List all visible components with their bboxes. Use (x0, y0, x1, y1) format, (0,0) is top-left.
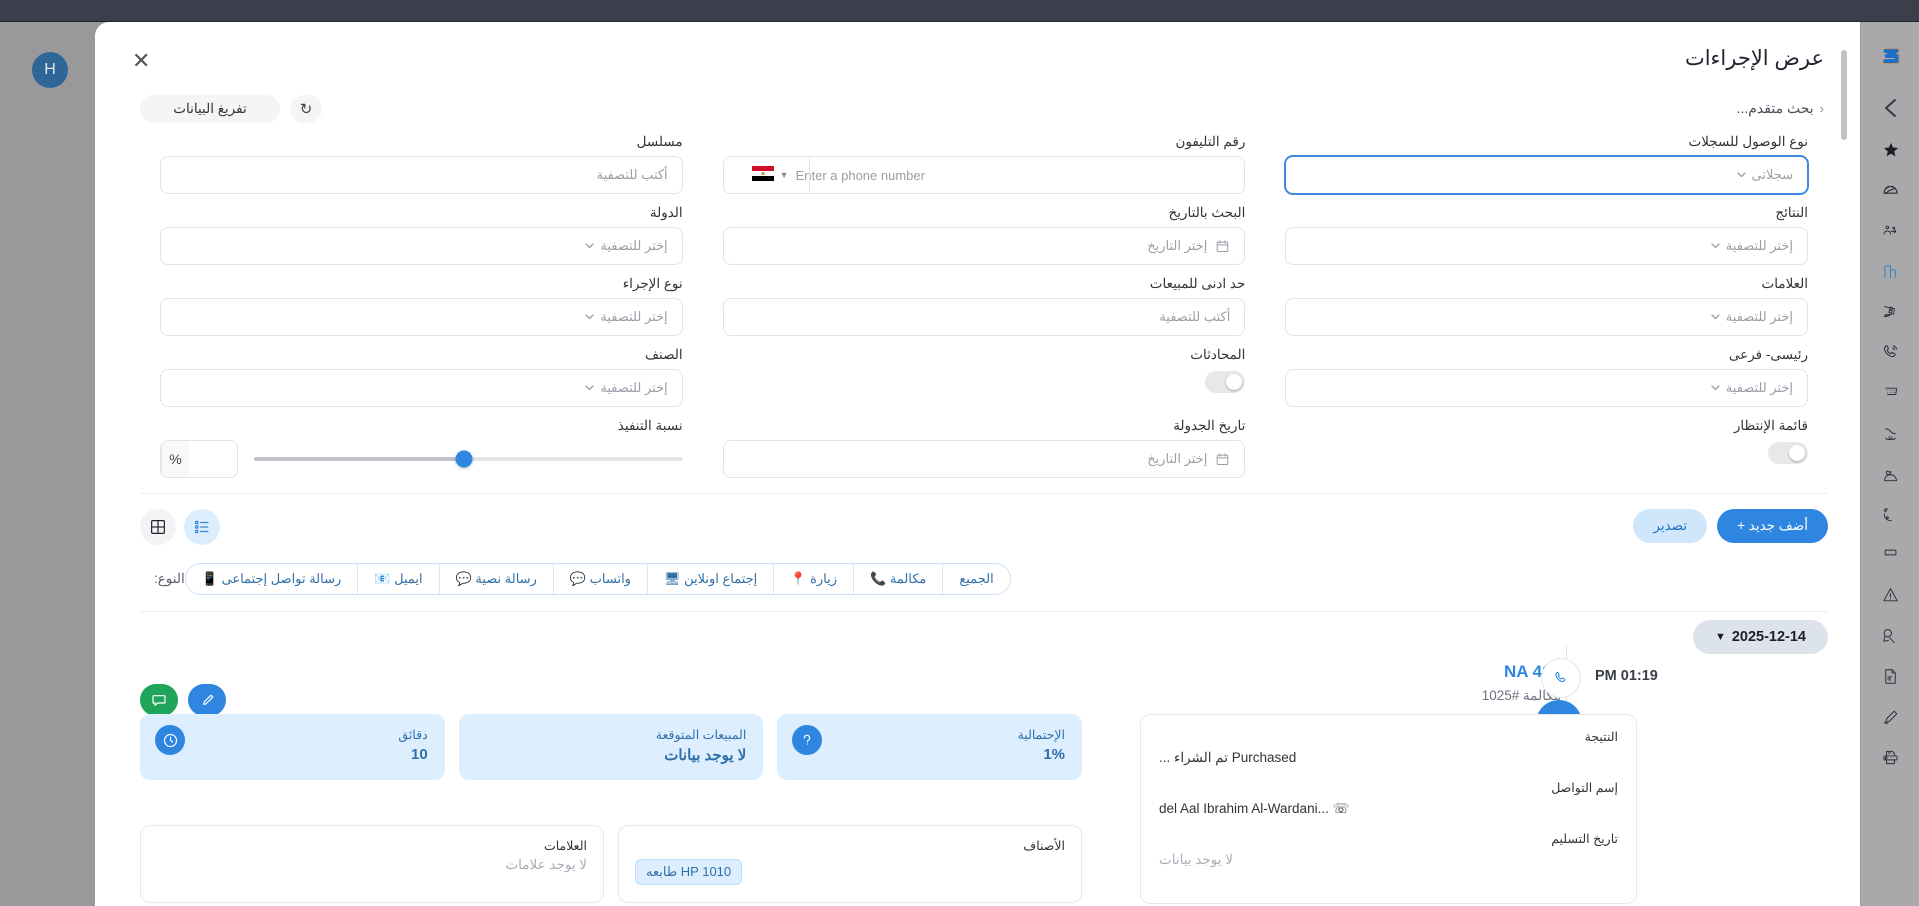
svg-text:$: $ (1888, 677, 1891, 682)
